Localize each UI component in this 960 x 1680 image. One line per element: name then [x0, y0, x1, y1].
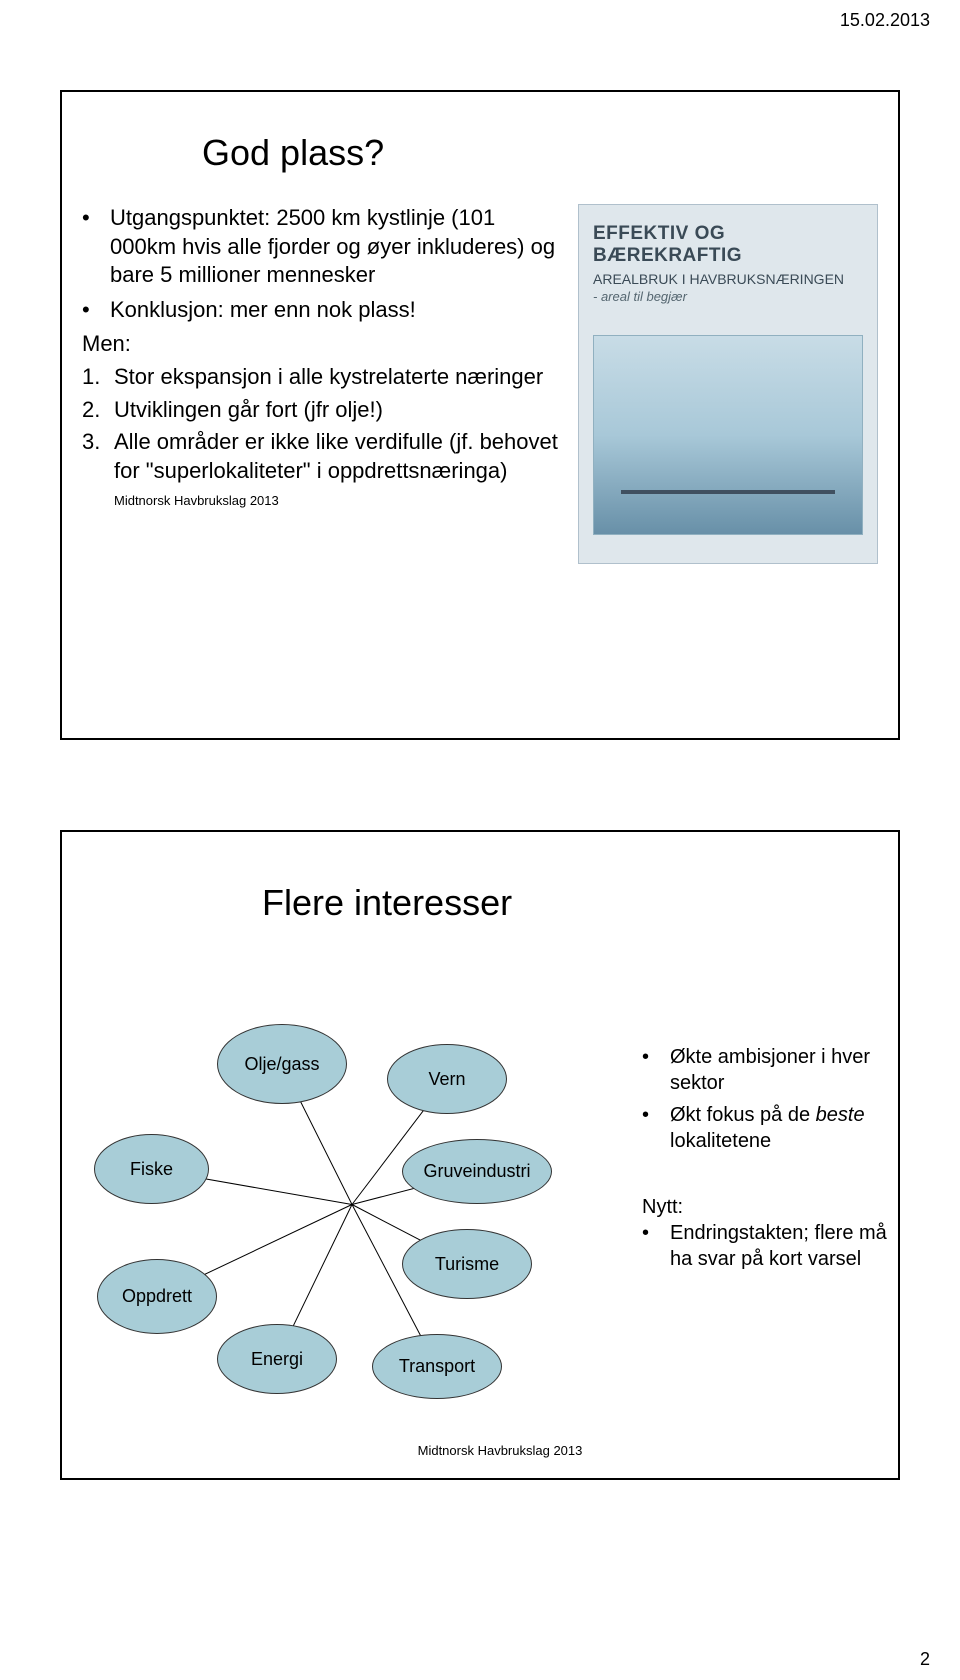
num-text: Stor ekspansjon i alle kystrelaterte nær…	[114, 363, 543, 392]
bullet-text: Endringstakten; flere må ha svar på kort…	[670, 1220, 902, 1272]
diagram-edge	[182, 1174, 352, 1205]
diagram-node-fiske: Fiske	[94, 1134, 209, 1204]
bullet-text: Økte ambisjoner i hver sektor	[670, 1044, 902, 1096]
report-title: EFFEKTIV OG BÆREKRAFTIG	[593, 223, 863, 267]
num-label: 3.	[82, 428, 114, 485]
bullet-icon: •	[642, 1220, 670, 1272]
bullet-icon: •	[642, 1102, 670, 1154]
diagram-edge	[298, 1096, 353, 1204]
diagram-node-vern: Vern	[387, 1044, 507, 1114]
bullet-row: • Økte ambisjoner i hver sektor	[642, 1044, 902, 1096]
bullet-row: • Endringstakten; flere må ha svar på ko…	[642, 1220, 902, 1272]
nytt-heading: Nytt:	[642, 1194, 902, 1220]
right-text-group-1: • Økte ambisjoner i hver sektor • Økt fo…	[642, 1044, 902, 1160]
slide2-footer: Midtnorsk Havbrukslag 2013	[82, 1443, 918, 1458]
report-cover-image	[593, 335, 863, 535]
slide1-text: • Utgangspunktet: 2500 km kystlinje (101…	[82, 204, 558, 564]
num-text: Alle områder er ikke like verdifulle (jf…	[114, 428, 558, 485]
numbered-row: 3. Alle områder er ikke like verdifulle …	[82, 428, 558, 485]
numbered-row: 2. Utviklingen går fort (jfr olje!)	[82, 396, 558, 425]
report-thumbnail: EFFEKTIV OG BÆREKRAFTIG AREALBRUK I HAVB…	[578, 204, 878, 564]
slide2-diagram: • Økte ambisjoner i hver sektor • Økt fo…	[82, 954, 878, 1454]
diagram-node-gruve: Gruveindustri	[402, 1139, 552, 1204]
diagram-node-turisme: Turisme	[402, 1229, 532, 1299]
slide1-title: God plass?	[202, 132, 878, 174]
slide1-footer: Midtnorsk Havbrukslag 2013	[114, 493, 558, 510]
num-label: 2.	[82, 396, 114, 425]
bullet-text: Økt fokus på de beste lokalitetene	[670, 1102, 902, 1154]
bullet-row: • Konklusjon: mer enn nok plass!	[82, 296, 558, 325]
report-tagline: - areal til begjær	[593, 289, 863, 304]
right-text-group-2: Nytt: • Endringstakten; flere må ha svar…	[642, 1194, 902, 1278]
men-label: Men:	[82, 330, 558, 359]
bullet-text: Konklusjon: mer enn nok plass!	[110, 296, 416, 325]
diagram-edge	[290, 1204, 352, 1331]
diagram-node-oppdrett: Oppdrett	[97, 1259, 217, 1334]
diagram-node-oljegass: Olje/gass	[217, 1024, 347, 1104]
slide1-body: • Utgangspunktet: 2500 km kystlinje (101…	[82, 204, 878, 564]
diagram-node-energi: Energi	[217, 1324, 337, 1394]
slide2-title: Flere interesser	[262, 882, 878, 924]
report-subtitle: AREALBRUK I HAVBRUKSNÆRINGEN	[593, 271, 863, 287]
bullet-icon: •	[82, 296, 110, 325]
diagram-node-transport: Transport	[372, 1334, 502, 1399]
bullet-row: • Utgangspunktet: 2500 km kystlinje (101…	[82, 204, 558, 290]
slide-flere-interesser: Flere interesser • Økte ambisjoner i hve…	[60, 830, 900, 1480]
page-number: 2	[920, 1649, 930, 1670]
bullet-icon: •	[642, 1044, 670, 1096]
page-date: 15.02.2013	[840, 10, 930, 31]
num-text: Utviklingen går fort (jfr olje!)	[114, 396, 383, 425]
numbered-row: 1. Stor ekspansjon i alle kystrelaterte …	[82, 363, 558, 392]
num-label: 1.	[82, 363, 114, 392]
bullet-icon: •	[82, 204, 110, 290]
italic-word: beste	[816, 1104, 865, 1126]
bullet-text: Utgangspunktet: 2500 km kystlinje (101 0…	[110, 204, 558, 290]
diagram-edge	[187, 1204, 352, 1283]
slide-god-plass: God plass? • Utgangspunktet: 2500 km kys…	[60, 90, 900, 740]
bullet-row: • Økt fokus på de beste lokalitetene	[642, 1102, 902, 1154]
